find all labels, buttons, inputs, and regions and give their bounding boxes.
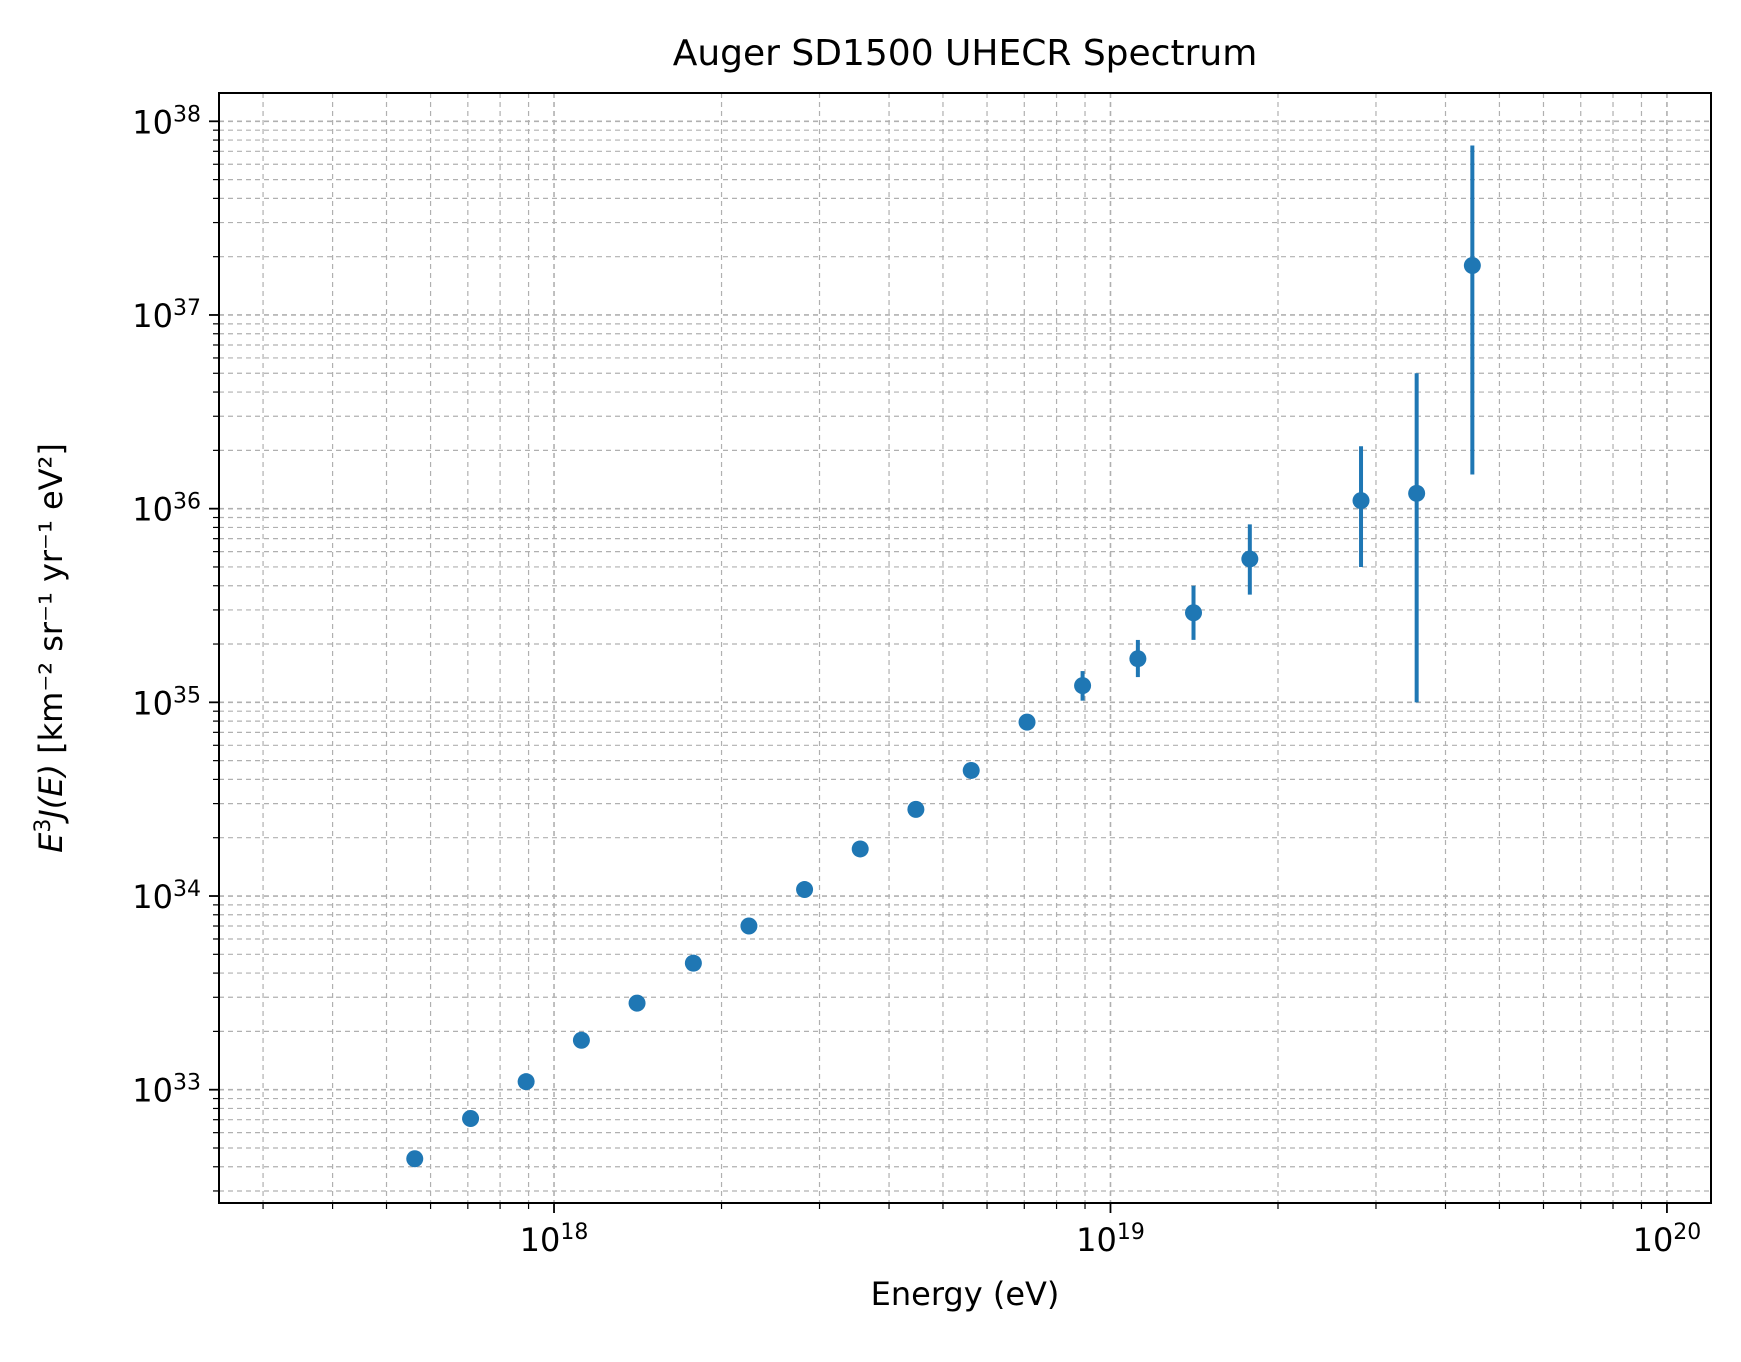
y-label-e-arg: E bbox=[32, 776, 70, 797]
y-label-paren-close: ) bbox=[32, 764, 70, 778]
data-point bbox=[572, 1031, 590, 1049]
data-point bbox=[1352, 492, 1370, 510]
y-label-e: E bbox=[32, 832, 70, 853]
x-tick-label: 1020 bbox=[1633, 1220, 1702, 1260]
data-point bbox=[1185, 604, 1203, 622]
data-point bbox=[796, 881, 814, 899]
y-tick-label: 1036 bbox=[132, 489, 201, 529]
data-point bbox=[462, 1110, 480, 1128]
axes-frame bbox=[218, 92, 1712, 1204]
data-point bbox=[1074, 677, 1092, 695]
y-axis-label: E3J(E) [km⁻² sr⁻¹ yr⁻¹ eV²] bbox=[31, 443, 71, 853]
chart-title: Auger SD1500 UHECR Spectrum bbox=[673, 33, 1258, 74]
x-tick-label: 1019 bbox=[1076, 1220, 1145, 1260]
data-point bbox=[962, 761, 980, 779]
data-point bbox=[851, 840, 869, 858]
data-point bbox=[1408, 484, 1426, 502]
data-point bbox=[406, 1150, 424, 1168]
y-tick-label: 1038 bbox=[132, 102, 201, 142]
data-point bbox=[1018, 713, 1036, 731]
y-label-paren-open: ( bbox=[32, 795, 70, 809]
y-label-exp: 3 bbox=[31, 819, 56, 833]
grid bbox=[219, 93, 1711, 1203]
y-tick-label: 1034 bbox=[132, 877, 201, 917]
data-point bbox=[517, 1073, 535, 1091]
data-point bbox=[628, 994, 646, 1012]
data-point bbox=[1129, 650, 1147, 668]
data-point bbox=[740, 917, 758, 935]
data-point bbox=[1241, 550, 1259, 568]
y-label-units: [km⁻² sr⁻¹ yr⁻¹ eV²] bbox=[32, 443, 70, 764]
data-point bbox=[1463, 257, 1481, 275]
data-point bbox=[907, 800, 925, 818]
axis-ticks: 1018 1019 1020 1033 1034 1035 1036 1037 1038 bbox=[132, 102, 1701, 1259]
data-point bbox=[684, 954, 702, 972]
y-tick-label: 1035 bbox=[132, 683, 201, 723]
y-tick-label: 1037 bbox=[132, 295, 201, 335]
data-series bbox=[406, 145, 1481, 1168]
x-axis-label: Energy (eV) bbox=[871, 1275, 1060, 1313]
y-tick-label: 1033 bbox=[132, 1070, 201, 1110]
x-tick-label: 1018 bbox=[520, 1220, 589, 1260]
